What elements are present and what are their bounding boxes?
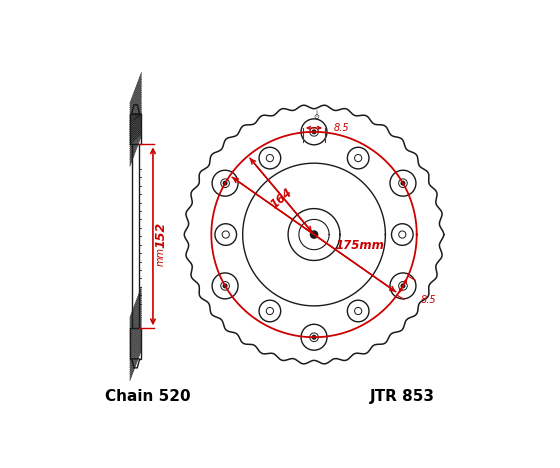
Circle shape: [223, 182, 227, 185]
Circle shape: [310, 231, 318, 238]
Text: 8.5: 8.5: [421, 295, 437, 305]
Text: 164: 164: [268, 186, 295, 212]
Text: ⊙: ⊙: [313, 114, 319, 120]
Circle shape: [401, 182, 405, 185]
Text: mm: mm: [156, 247, 166, 266]
Circle shape: [312, 336, 316, 339]
Text: Chain 520: Chain 520: [105, 389, 191, 404]
Text: JTR 853: JTR 853: [370, 389, 435, 404]
Polygon shape: [132, 359, 139, 368]
Circle shape: [401, 284, 405, 288]
Polygon shape: [132, 105, 139, 114]
Circle shape: [312, 130, 316, 134]
Bar: [130, 114, 142, 145]
Text: |: |: [315, 109, 317, 115]
Bar: [130, 328, 142, 359]
Circle shape: [223, 284, 227, 288]
Bar: [132, 114, 139, 359]
Text: 8.5: 8.5: [334, 123, 349, 133]
Text: 152: 152: [155, 221, 167, 248]
Text: 175mm: 175mm: [335, 239, 385, 252]
